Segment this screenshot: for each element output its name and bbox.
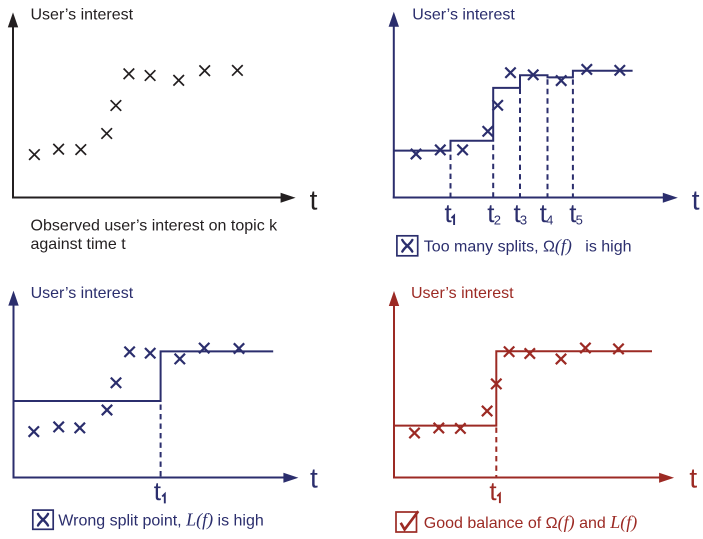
svg-text:Observed user’s interest on to: Observed user’s interest on topic k — [31, 217, 279, 234]
svg-text:User’s interest: User’s interest — [31, 7, 134, 24]
svg-text:User’s interest: User’s interest — [412, 7, 515, 24]
svg-text:t: t — [540, 198, 548, 228]
svg-text:t: t — [489, 476, 497, 506]
svg-text:t: t — [689, 463, 697, 494]
svg-text:t: t — [569, 198, 577, 228]
svg-text:t: t — [514, 198, 522, 228]
svg-text:t: t — [310, 185, 318, 216]
svg-text:against time t: against time t — [31, 236, 127, 253]
svg-text:Too many splits, Ω(f) is hig: Too many splits, Ω(f) is high — [424, 236, 632, 257]
svg-text:t: t — [445, 198, 453, 228]
svg-text:Wrong split point, L(f) is hig: Wrong split point, L(f) is high — [58, 510, 263, 531]
svg-text:t: t — [154, 476, 162, 506]
svg-text:2: 2 — [494, 213, 501, 228]
svg-text:5: 5 — [576, 213, 583, 228]
svg-text:t: t — [692, 184, 700, 215]
svg-text:3: 3 — [520, 213, 527, 228]
svg-text:Good balance of Ω(f) and L(f): Good balance of Ω(f) and L(f) — [424, 512, 637, 533]
svg-text:t: t — [310, 463, 318, 494]
svg-text:User’s interest: User’s interest — [411, 285, 514, 302]
svg-text:User’s interest: User’s interest — [31, 285, 134, 302]
svg-text:t: t — [487, 198, 495, 228]
svg-text:4: 4 — [546, 213, 553, 228]
